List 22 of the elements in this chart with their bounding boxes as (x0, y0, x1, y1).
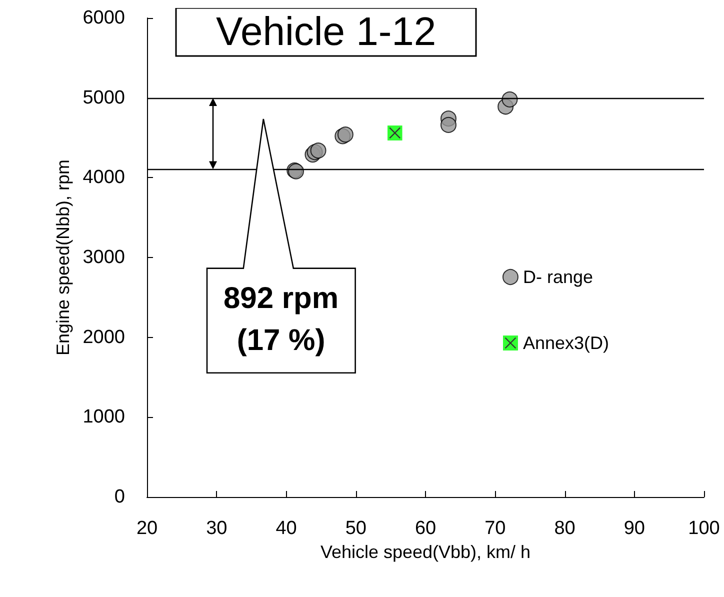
y-axis-title: Engine speed(Nbb), rpm (52, 159, 73, 356)
x-tick-label: 90 (624, 518, 645, 539)
y-tick-label: 4000 (82, 167, 125, 188)
x-tick-label: 20 (136, 518, 158, 539)
x-tick-label: 80 (554, 518, 576, 539)
y-tick-label: 1000 (82, 406, 125, 428)
chart-title: Vehicle 1-12 (216, 10, 436, 54)
x-tick-label: 50 (345, 518, 366, 539)
annotation: 892 rpm (17 %) (222, 281, 340, 360)
y-tick-label: 5000 (82, 87, 125, 108)
x-axis-title: Vehicle speed(Vbb), km/ h (320, 542, 531, 562)
legend-label: D- range (522, 267, 593, 287)
y-tick-label: 3000 (82, 247, 125, 268)
x-tick-label: 100 (688, 518, 720, 539)
x-tick-label: 40 (276, 518, 297, 539)
x-tick-label: 30 (206, 518, 228, 539)
legend-label: Annex3(D) (522, 333, 610, 353)
y-tick-label: 0 (114, 486, 125, 508)
y-tick-label: 6000 (82, 8, 125, 28)
y-tick-label: 2000 (82, 326, 125, 348)
x-tick-label: 60 (414, 518, 436, 539)
x-tick-label: 70 (484, 518, 506, 539)
